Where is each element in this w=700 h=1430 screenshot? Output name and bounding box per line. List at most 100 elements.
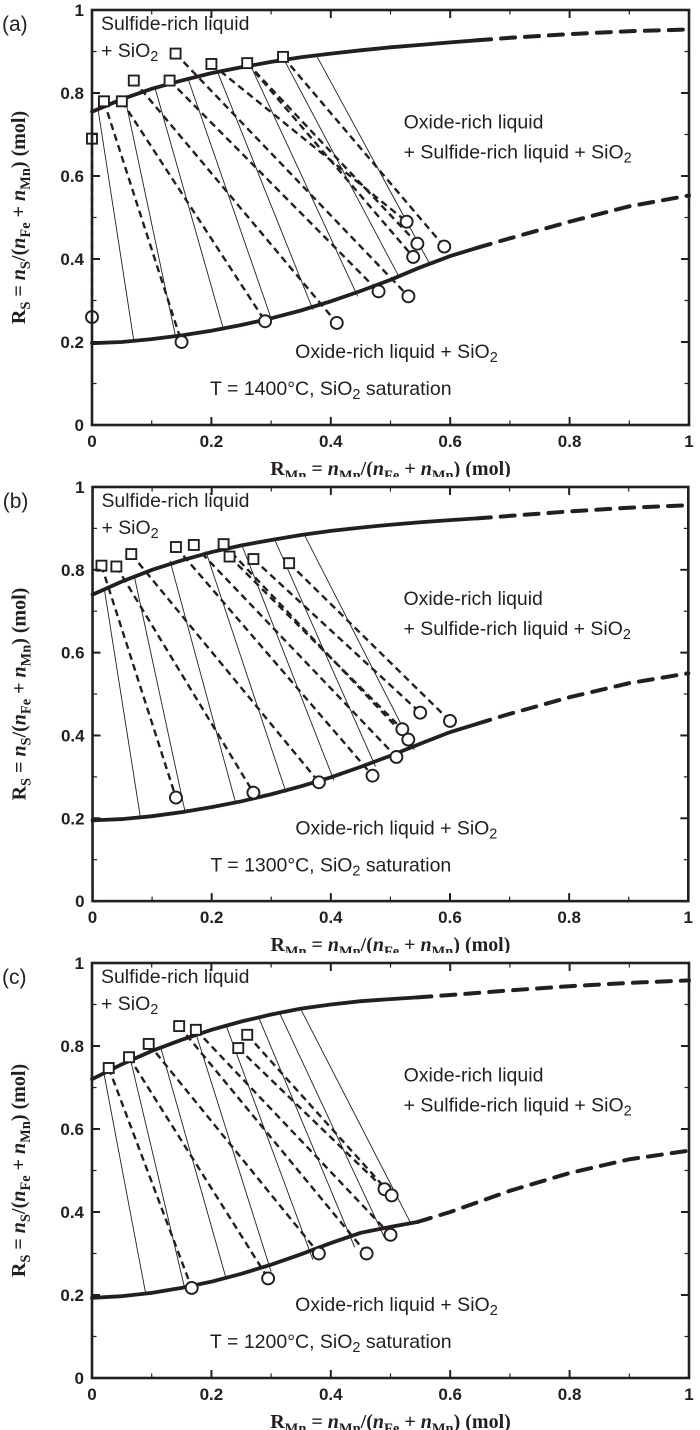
circle-marker xyxy=(311,775,326,790)
square-marker xyxy=(277,50,289,63)
x-tick-label: 0.6 xyxy=(438,1385,462,1404)
experimental-tie-lines xyxy=(107,1025,393,1289)
circle-marker xyxy=(311,1246,326,1261)
y-tick-label: 0 xyxy=(75,892,84,911)
y-tick-label: 0 xyxy=(75,1369,84,1388)
x-tick-label: 0.4 xyxy=(319,908,343,927)
lower-boundary-extrapolated xyxy=(474,671,691,726)
y-tick-label: 0.4 xyxy=(60,1203,84,1222)
two-liquid-region: Oxide-rich liquid xyxy=(404,1064,544,1086)
x-tick-label: 0 xyxy=(87,432,96,451)
phase-diagram-panel-b: 0 0.2 0.4 0.6 0.8 1 0 0.2 0.4 0.6 0.8 1 RMn = nMn/(n… xyxy=(3,478,693,953)
x-tick-label: 0.8 xyxy=(557,908,581,927)
circle-marker xyxy=(246,785,261,800)
y-tick-label: 0.4 xyxy=(61,726,85,745)
y-axis-title: RS = nS/(nFe + nMn) (mol) xyxy=(8,111,34,324)
circle-marker xyxy=(410,236,425,251)
circle-marker xyxy=(329,315,344,330)
panel-letter: (c) xyxy=(2,966,27,989)
square-marker xyxy=(102,1062,115,1074)
experimental-tie-lines xyxy=(90,52,446,343)
lower-boundary-solid xyxy=(90,721,479,823)
tick-labels: 0 0.2 0.4 0.6 0.8 1 0 0.2 0.4 0.6 0.8 1 xyxy=(60,1,693,451)
lower-boundary-extrapolated xyxy=(475,193,691,250)
circle-marker xyxy=(371,284,386,299)
y-tick-label: 0.8 xyxy=(60,84,84,103)
circle-marker xyxy=(395,722,410,737)
square-marker xyxy=(205,58,218,70)
y-tick-label: 0.4 xyxy=(60,250,84,269)
x-tick-label: 0.8 xyxy=(558,1385,582,1404)
square-marker xyxy=(223,550,236,563)
phase-boundaries xyxy=(90,503,691,823)
y-tick-label: 1 xyxy=(75,1,84,20)
square-marker xyxy=(142,1037,155,1050)
circle-marker xyxy=(413,705,428,720)
experimental-tie-lines xyxy=(100,543,451,798)
circle-marker xyxy=(359,1246,374,1261)
axes xyxy=(90,961,691,1380)
oxide-liquid-points xyxy=(169,705,457,805)
square-marker xyxy=(97,95,110,108)
y-axis-title: RS = nS/(nFe + nMn) (mol) xyxy=(8,1064,34,1277)
tick-labels: 0 0.2 0.4 0.6 0.8 1 0 0.2 0.4 0.6 0.8 1 xyxy=(60,954,693,1404)
y-tick-label: 0.8 xyxy=(60,1037,84,1056)
lower-boundary-solid xyxy=(90,245,480,346)
square-marker xyxy=(173,1020,186,1033)
y-tick-label: 1 xyxy=(75,954,84,973)
circle-marker xyxy=(174,335,189,349)
square-marker xyxy=(241,57,254,70)
square-marker xyxy=(187,539,200,551)
calculated-tie-lines xyxy=(104,533,415,817)
square-marker xyxy=(283,557,296,570)
circle-marker xyxy=(401,289,416,304)
oxide-region: Oxide-rich liquid + SiO2 xyxy=(295,817,497,842)
circle-marker xyxy=(365,768,380,783)
circle-marker xyxy=(258,314,273,329)
x-tick-label: 0.4 xyxy=(319,432,343,451)
square-marker xyxy=(170,541,182,553)
x-axis-title: RMn = nMn/(nFe + nMn) (mol) xyxy=(270,1411,511,1430)
square-marker xyxy=(127,74,140,87)
oxide-liquid-points xyxy=(184,1182,399,1295)
x-tick-label: 0.2 xyxy=(200,908,224,927)
upper-boundary-extrapolated xyxy=(475,27,691,43)
y-tick-label: 0.2 xyxy=(60,333,84,352)
oxide-region: Oxide-rich liquid + SiO2 xyxy=(295,341,498,366)
x-tick-label: 1 xyxy=(684,908,693,927)
upper-boundary-extrapolated xyxy=(474,503,691,521)
lower-boundary-solid xyxy=(90,1220,420,1300)
oxide-region: Oxide-rich liquid + SiO2 xyxy=(295,1294,498,1319)
sulfide-region: + SiO2 xyxy=(101,40,158,65)
two-liquid-region: Oxide-rich liquid xyxy=(404,111,544,133)
y-tick-label: 0.2 xyxy=(61,809,85,828)
y-axis-title: RS = nS/(nFe + nMn) (mol) xyxy=(9,588,35,801)
square-marker xyxy=(217,538,230,551)
x-tick-label: 0.2 xyxy=(200,1385,224,1404)
y-tick-label: 0.6 xyxy=(61,644,85,663)
tick-labels: 0 0.2 0.4 0.6 0.8 1 0 0.2 0.4 0.6 0.8 1 xyxy=(61,478,693,927)
axes xyxy=(90,8,691,427)
circle-marker xyxy=(383,1227,398,1242)
square-marker xyxy=(125,548,138,561)
sulfide-region: Sulfide-rich liquid xyxy=(101,490,249,512)
lower-boundary-extrapolated xyxy=(415,1148,691,1224)
square-marker xyxy=(123,1051,135,1064)
sulfide-region: + SiO2 xyxy=(101,993,158,1018)
sulfide-liquid-points xyxy=(95,538,296,573)
condition-label: T = 1200°C, SiO2 saturation xyxy=(210,1331,452,1356)
circle-marker xyxy=(261,1271,276,1286)
circle-marker xyxy=(437,239,452,254)
circle-marker xyxy=(184,1280,199,1295)
phase-boundaries xyxy=(90,27,691,346)
square-marker xyxy=(232,1042,245,1055)
circle-marker xyxy=(399,214,414,229)
upper-boundary-extrapolated xyxy=(415,978,691,1000)
y-tick-label: 0.2 xyxy=(60,1286,84,1305)
x-tick-label: 1 xyxy=(684,1385,693,1404)
condition-label: T = 1300°C, SiO2 saturation xyxy=(210,854,451,879)
square-marker xyxy=(95,559,108,572)
sulfide-region: + SiO2 xyxy=(101,517,158,542)
square-marker xyxy=(189,1023,202,1036)
panel-letter: (a) xyxy=(2,13,28,36)
